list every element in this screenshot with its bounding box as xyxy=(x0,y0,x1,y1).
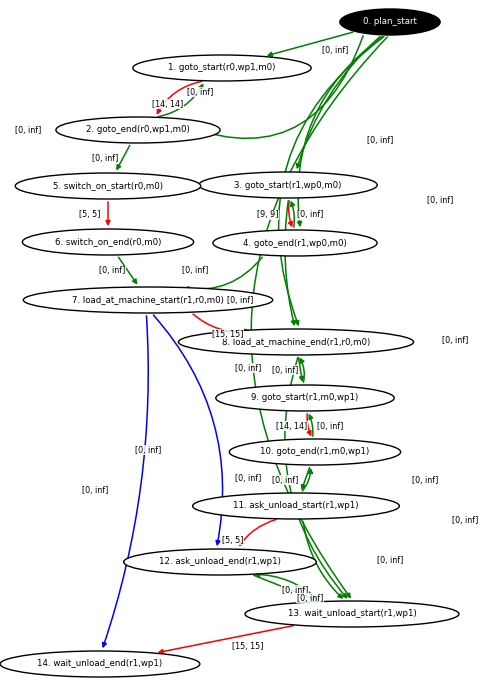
Ellipse shape xyxy=(245,601,459,627)
Text: 9. goto_start(r1,m0,wp1): 9. goto_start(r1,m0,wp1) xyxy=(252,393,359,402)
Text: [0, inf]: [0, inf] xyxy=(427,195,453,204)
Ellipse shape xyxy=(124,549,316,575)
FancyArrowPatch shape xyxy=(307,414,311,435)
FancyArrowPatch shape xyxy=(240,519,276,545)
Text: 8. load_at_machine_end(r1,r0,m0): 8. load_at_machine_end(r1,r0,m0) xyxy=(222,337,370,346)
Text: [0, inf]: [0, inf] xyxy=(99,267,125,276)
Text: 7. load_at_machine_start(r1,r0,m0): 7. load_at_machine_start(r1,r0,m0) xyxy=(72,295,224,304)
FancyArrowPatch shape xyxy=(185,257,262,290)
FancyArrowPatch shape xyxy=(251,37,387,597)
Text: [15, 15]: [15, 15] xyxy=(232,641,264,650)
Ellipse shape xyxy=(340,9,440,35)
FancyArrowPatch shape xyxy=(106,202,110,225)
FancyArrowPatch shape xyxy=(300,359,304,382)
Text: 5. switch_on_start(r0,m0): 5. switch_on_start(r0,m0) xyxy=(53,181,163,190)
Text: 11. ask_unload_start(r1,wp1): 11. ask_unload_start(r1,wp1) xyxy=(233,501,359,510)
FancyArrowPatch shape xyxy=(285,201,295,325)
Text: [0, inf]: [0, inf] xyxy=(297,211,323,220)
FancyArrowPatch shape xyxy=(285,358,347,598)
FancyArrowPatch shape xyxy=(171,36,363,139)
FancyArrowPatch shape xyxy=(309,415,313,436)
Text: [0, inf]: [0, inf] xyxy=(92,153,118,162)
Ellipse shape xyxy=(22,229,194,255)
FancyArrowPatch shape xyxy=(117,146,130,169)
Text: 10. goto_end(r1,m0,wp1): 10. goto_end(r1,m0,wp1) xyxy=(260,447,370,456)
Text: 4. goto_end(r1,wp0,m0): 4. goto_end(r1,wp0,m0) xyxy=(243,239,347,248)
Text: [0, inf]: [0, inf] xyxy=(367,136,393,144)
Text: [0, inf]: [0, inf] xyxy=(442,335,468,344)
Text: [15, 15]: [15, 15] xyxy=(212,330,244,339)
Ellipse shape xyxy=(193,493,400,519)
FancyArrowPatch shape xyxy=(254,575,316,601)
Text: 1. goto_start(r0,wp1,m0): 1. goto_start(r0,wp1,m0) xyxy=(168,64,276,73)
Ellipse shape xyxy=(56,117,220,143)
Text: [0, inf]: [0, inf] xyxy=(182,265,208,274)
Ellipse shape xyxy=(23,287,273,313)
Ellipse shape xyxy=(213,230,377,256)
FancyArrowPatch shape xyxy=(289,201,292,226)
Text: [14, 14]: [14, 14] xyxy=(276,421,308,430)
FancyArrowPatch shape xyxy=(119,257,136,284)
Text: [0, inf]: [0, inf] xyxy=(297,594,323,603)
Ellipse shape xyxy=(199,172,377,198)
Text: [0, inf]: [0, inf] xyxy=(235,473,261,482)
FancyArrowPatch shape xyxy=(297,36,382,225)
Text: 2. goto_end(r0,wp1,m0): 2. goto_end(r0,wp1,m0) xyxy=(86,125,190,134)
FancyArrowPatch shape xyxy=(303,522,342,598)
Text: 12. ask_unload_end(r1,wp1): 12. ask_unload_end(r1,wp1) xyxy=(159,557,281,566)
FancyArrowPatch shape xyxy=(296,36,380,168)
FancyArrowPatch shape xyxy=(159,626,294,653)
Ellipse shape xyxy=(216,385,394,411)
FancyArrowPatch shape xyxy=(302,470,312,491)
Text: [0, inf]: [0, inf] xyxy=(377,556,403,564)
FancyArrowPatch shape xyxy=(193,314,249,333)
Text: [14, 14]: [14, 14] xyxy=(152,99,184,108)
Text: [0, inf]: [0, inf] xyxy=(235,363,261,372)
FancyArrowPatch shape xyxy=(153,315,223,545)
Text: [0, inf]: [0, inf] xyxy=(317,421,343,430)
Ellipse shape xyxy=(15,173,201,199)
FancyArrowPatch shape xyxy=(157,81,202,113)
FancyArrowPatch shape xyxy=(302,468,309,489)
Text: [0, inf]: [0, inf] xyxy=(322,46,348,55)
FancyArrowPatch shape xyxy=(279,36,384,325)
Text: [9, 9]: [9, 9] xyxy=(257,211,279,220)
FancyArrowPatch shape xyxy=(256,573,319,600)
FancyArrowPatch shape xyxy=(291,202,295,228)
Ellipse shape xyxy=(0,651,200,677)
Ellipse shape xyxy=(178,329,414,355)
Text: [0, inf]: [0, inf] xyxy=(452,515,478,524)
Ellipse shape xyxy=(133,55,311,81)
Text: [0, inf]: [0, inf] xyxy=(82,486,108,494)
Text: [5, 5]: [5, 5] xyxy=(79,209,101,218)
Text: [0, inf]: [0, inf] xyxy=(227,295,253,304)
Text: [0, inf]: [0, inf] xyxy=(15,125,41,134)
Ellipse shape xyxy=(229,439,401,465)
FancyArrowPatch shape xyxy=(103,316,148,647)
Text: 6. switch_on_end(r0,m0): 6. switch_on_end(r0,m0) xyxy=(55,237,161,246)
Text: [0, inf]: [0, inf] xyxy=(135,445,161,454)
Text: [0, inf]: [0, inf] xyxy=(282,585,308,594)
Text: 3. goto_start(r1,wp0,m0): 3. goto_start(r1,wp0,m0) xyxy=(234,181,342,190)
Text: [0, inf]: [0, inf] xyxy=(272,365,298,375)
Text: [0, inf]: [0, inf] xyxy=(187,88,213,97)
Text: [0, inf]: [0, inf] xyxy=(412,475,438,484)
Text: 13. wait_unload_start(r1,wp1): 13. wait_unload_start(r1,wp1) xyxy=(288,610,416,619)
Text: 14. wait_unload_end(r1,wp1): 14. wait_unload_end(r1,wp1) xyxy=(38,659,162,668)
Text: 0. plan_start: 0. plan_start xyxy=(363,18,417,27)
FancyArrowPatch shape xyxy=(268,32,353,56)
FancyArrowPatch shape xyxy=(298,358,304,381)
FancyArrowPatch shape xyxy=(158,85,202,117)
Text: [5, 5]: [5, 5] xyxy=(222,536,244,545)
Text: [0, inf]: [0, inf] xyxy=(272,475,298,484)
